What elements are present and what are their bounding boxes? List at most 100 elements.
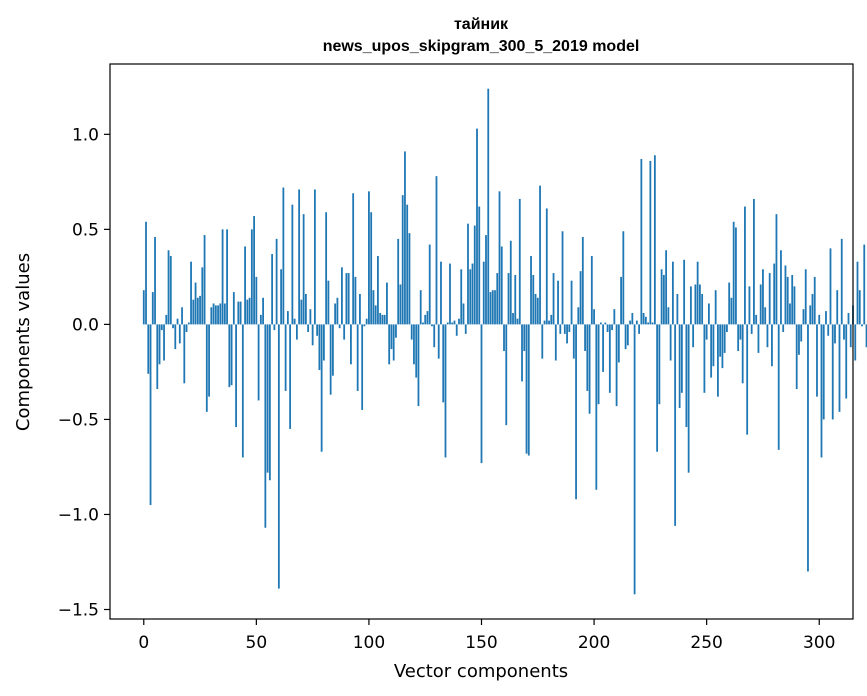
bar-35: [221, 229, 224, 325]
bar-30: [210, 307, 213, 325]
bar-17: [181, 307, 183, 325]
bar-134: [444, 324, 447, 458]
bar-95: [356, 324, 359, 391]
x-tick-label: 50: [246, 633, 268, 653]
bar-289: [793, 286, 796, 325]
bar-40: [232, 292, 235, 325]
bar-136: [449, 263, 451, 325]
bar-285: [784, 265, 787, 325]
bar-320: [863, 244, 866, 325]
bar-205: [604, 322, 607, 325]
bar-46: [246, 299, 249, 325]
bar-159: [500, 246, 503, 325]
bar-25: [199, 295, 201, 325]
bar-319: [861, 324, 863, 327]
bar-295: [807, 324, 809, 572]
bar-220: [638, 324, 641, 334]
bar-170: [525, 324, 528, 454]
bar-213: [622, 231, 625, 325]
bar-168: [521, 324, 523, 382]
bar-59: [275, 238, 278, 325]
bar-15: [176, 318, 179, 325]
bar-62: [282, 187, 285, 325]
bar-135: [446, 322, 449, 325]
bar-218: [633, 324, 636, 595]
bar-214: [624, 324, 627, 350]
bar-191: [572, 324, 575, 359]
bar-119: [410, 324, 413, 340]
bar-18: [183, 324, 186, 384]
bar-160: [503, 324, 505, 351]
bar-88: [341, 267, 343, 325]
bar-164: [512, 312, 514, 325]
bar-263: [735, 227, 737, 325]
bar-206: [606, 324, 609, 332]
bar-4: [151, 292, 154, 325]
bar-79: [320, 324, 323, 452]
bar-130: [435, 176, 438, 325]
bar-129: [433, 324, 436, 348]
bar-115: [401, 195, 404, 325]
bar-318: [858, 290, 861, 325]
bar-72: [304, 293, 307, 325]
bar-104: [377, 255, 379, 325]
bar-28: [205, 324, 208, 412]
bar-81: [325, 212, 328, 325]
x-axis-ticks: 0 50 100 150 200 250 300: [138, 619, 835, 653]
bar-55: [266, 324, 269, 473]
bar-157: [496, 273, 499, 325]
y-tick-label: 0.5: [72, 220, 99, 240]
bar-94: [354, 276, 357, 325]
bar-97: [361, 324, 364, 410]
bar-103: [374, 305, 377, 325]
bar-234: [669, 324, 672, 361]
bar-278: [768, 273, 771, 325]
bar-20: [187, 322, 190, 325]
bar-308: [836, 290, 839, 325]
bar-54: [264, 324, 267, 528]
bar-239: [680, 324, 683, 393]
bar-147: [473, 225, 476, 325]
bar-269: [748, 286, 751, 325]
bar-7: [158, 324, 161, 365]
bar-237: [676, 293, 679, 325]
bar-276: [764, 307, 767, 325]
bar-131: [437, 324, 440, 359]
bar-227: [653, 155, 656, 325]
bar-38: [228, 324, 231, 388]
bar-236: [674, 324, 677, 526]
bar-172: [530, 255, 532, 325]
bar-200: [593, 309, 595, 325]
bar-252: [710, 324, 713, 378]
bar-52: [259, 314, 262, 325]
bar-13: [172, 324, 174, 329]
bar-199: [590, 255, 593, 325]
y-axis-ticks: −1.5 −1.0 −0.5 0.0 0.5 1.0: [58, 125, 110, 620]
bar-310: [840, 238, 843, 325]
bar-204: [602, 324, 604, 372]
bar-49: [253, 216, 255, 325]
bar-255: [717, 324, 719, 397]
bar-133: [442, 324, 445, 403]
bar-223: [644, 316, 647, 325]
bar-41: [235, 324, 237, 428]
bar-267: [744, 206, 746, 325]
bar-311: [843, 324, 845, 340]
bar-110: [390, 324, 393, 350]
bar-114: [399, 284, 402, 325]
bar-6: [156, 324, 159, 390]
bar-292: [800, 324, 803, 342]
bar-271: [753, 198, 755, 325]
bar-240: [683, 259, 686, 325]
bar-210: [615, 324, 618, 407]
bar-71: [302, 214, 305, 325]
bar-16: [178, 324, 181, 344]
bar-280: [773, 263, 776, 325]
bar-195: [581, 236, 584, 325]
bar-208: [611, 324, 613, 331]
bar-152: [485, 235, 487, 325]
bar-261: [730, 297, 733, 325]
bar-2: [147, 324, 150, 374]
bar-178: [543, 320, 546, 325]
bar-31: [212, 303, 215, 325]
